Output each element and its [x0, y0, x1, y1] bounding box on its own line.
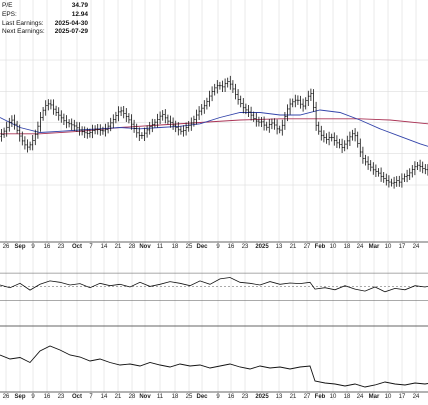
x-tick-label: 27 — [304, 244, 311, 250]
indicator-panel-1 — [0, 272, 428, 301]
x-tick-label: 2025 — [255, 394, 269, 400]
indicator-line-1 — [0, 277, 428, 293]
stat-label: Last Earnings: — [2, 19, 44, 27]
x-tick-label: Mar — [369, 394, 380, 400]
x-tick-label: 7 — [89, 244, 93, 250]
x-tick-label: 9 — [31, 244, 35, 250]
x-axis-labels-bottom: 26 Sep 9 16 23 Oct 7 14 21 28 Nov 11 18 25 Dec 9 16 23 202… — [3, 394, 420, 400]
x-tick-label: 10 — [385, 394, 392, 400]
x-tick-label: 14 — [101, 394, 108, 400]
x-tick-label: Nov — [139, 244, 151, 250]
x-tick-label: 14 — [101, 244, 108, 250]
x-tick-label: 23 — [242, 394, 249, 400]
x-tick-label: Oct — [72, 394, 82, 400]
x-tick-label: 21 — [115, 244, 122, 250]
x-tick-label: 24 — [413, 394, 420, 400]
stat-row-pe: P/E 34.79 — [2, 2, 88, 11]
x-tick-label: 24 — [357, 244, 364, 250]
x-tick-label: 10 — [385, 244, 392, 250]
x-tick-label: 24 — [413, 244, 420, 250]
stat-value: 12.94 — [71, 10, 88, 18]
x-tick-label: 9 — [216, 244, 220, 250]
x-tick-label: Sep — [14, 244, 25, 250]
x-tick-label: 17 — [399, 394, 406, 400]
stat-value: 2025-07-29 — [54, 28, 88, 36]
x-tick-label: 28 — [129, 244, 136, 250]
x-tick-label: 23 — [58, 244, 65, 250]
stat-value: 34.79 — [71, 2, 88, 9]
x-tick-label: 21 — [290, 244, 297, 250]
x-tick-label: 10 — [330, 394, 337, 400]
x-tick-label: Dec — [196, 394, 208, 400]
x-tick-label: 27 — [304, 394, 311, 400]
x-tick-label: 13 — [276, 244, 283, 250]
x-tick-label: 23 — [58, 394, 65, 400]
x-tick-label: 25 — [186, 394, 193, 400]
x-tick-label: Nov — [139, 394, 151, 400]
stat-label: EPS: — [2, 10, 17, 18]
x-tick-label: 7 — [89, 394, 93, 400]
x-tick-label: 11 — [157, 244, 164, 250]
x-tick-label: 18 — [172, 394, 179, 400]
x-tick-label: Dec — [196, 244, 208, 250]
stat-value: 2025-04-30 — [54, 19, 88, 27]
x-tick-label: Feb — [315, 244, 326, 250]
x-tick-label: 16 — [44, 244, 51, 250]
stat-row-last-earnings: Last Earnings: 2025-04-30 — [2, 20, 88, 29]
stat-row-eps: EPS: 12.94 — [2, 11, 88, 20]
x-tick-label: 18 — [344, 394, 351, 400]
moving-average-long — [0, 118, 428, 135]
x-tick-label: 16 — [228, 244, 235, 250]
stat-label: P/E — [2, 2, 13, 9]
ma-long-line — [0, 118, 428, 135]
x-tick-label: 10 — [330, 244, 337, 250]
x-tick-label: Sep — [14, 394, 25, 400]
stat-row-next-earnings: Next Earnings: 2025-07-29 — [2, 28, 88, 37]
x-tick-label: 18 — [172, 244, 179, 250]
x-tick-label: Feb — [315, 394, 326, 400]
x-tick-label: 9 — [31, 394, 35, 400]
x-tick-label: 9 — [216, 394, 220, 400]
x-axis-labels-main: 26 Sep 9 16 23 Oct 7 14 21 28 Nov 11 18 25 Dec 9 16 23 202… — [3, 244, 420, 250]
x-tick-label: 17 — [399, 244, 406, 250]
x-tick-label: 23 — [242, 244, 249, 250]
x-tick-label: 28 — [129, 394, 136, 400]
indicator-panel-2 — [0, 345, 428, 388]
x-tick-label: Oct — [72, 244, 82, 250]
x-tick-label: 18 — [344, 244, 351, 250]
stat-label: Next Earnings: — [2, 28, 45, 36]
x-tick-label: Mar — [369, 244, 380, 250]
x-tick-label: 13 — [276, 394, 283, 400]
x-tick-label: 21 — [115, 394, 122, 400]
moving-average-short — [0, 109, 428, 147]
ma-short-line — [0, 109, 428, 147]
x-tick-label: 11 — [157, 394, 164, 400]
x-tick-label: 24 — [357, 394, 364, 400]
indicator-line-2 — [0, 345, 428, 388]
x-tick-label: 16 — [228, 394, 235, 400]
x-tick-label: 26 — [3, 244, 10, 250]
x-tick-label: 21 — [290, 394, 297, 400]
x-tick-label: 16 — [44, 394, 51, 400]
stats-box: P/E 34.79 EPS: 12.94 Last Earnings: 2025… — [2, 2, 88, 37]
x-tick-label: 26 — [3, 394, 10, 400]
x-tick-label: 25 — [186, 244, 193, 250]
price-bars — [0, 75, 428, 189]
x-tick-label: 2025 — [255, 244, 269, 250]
